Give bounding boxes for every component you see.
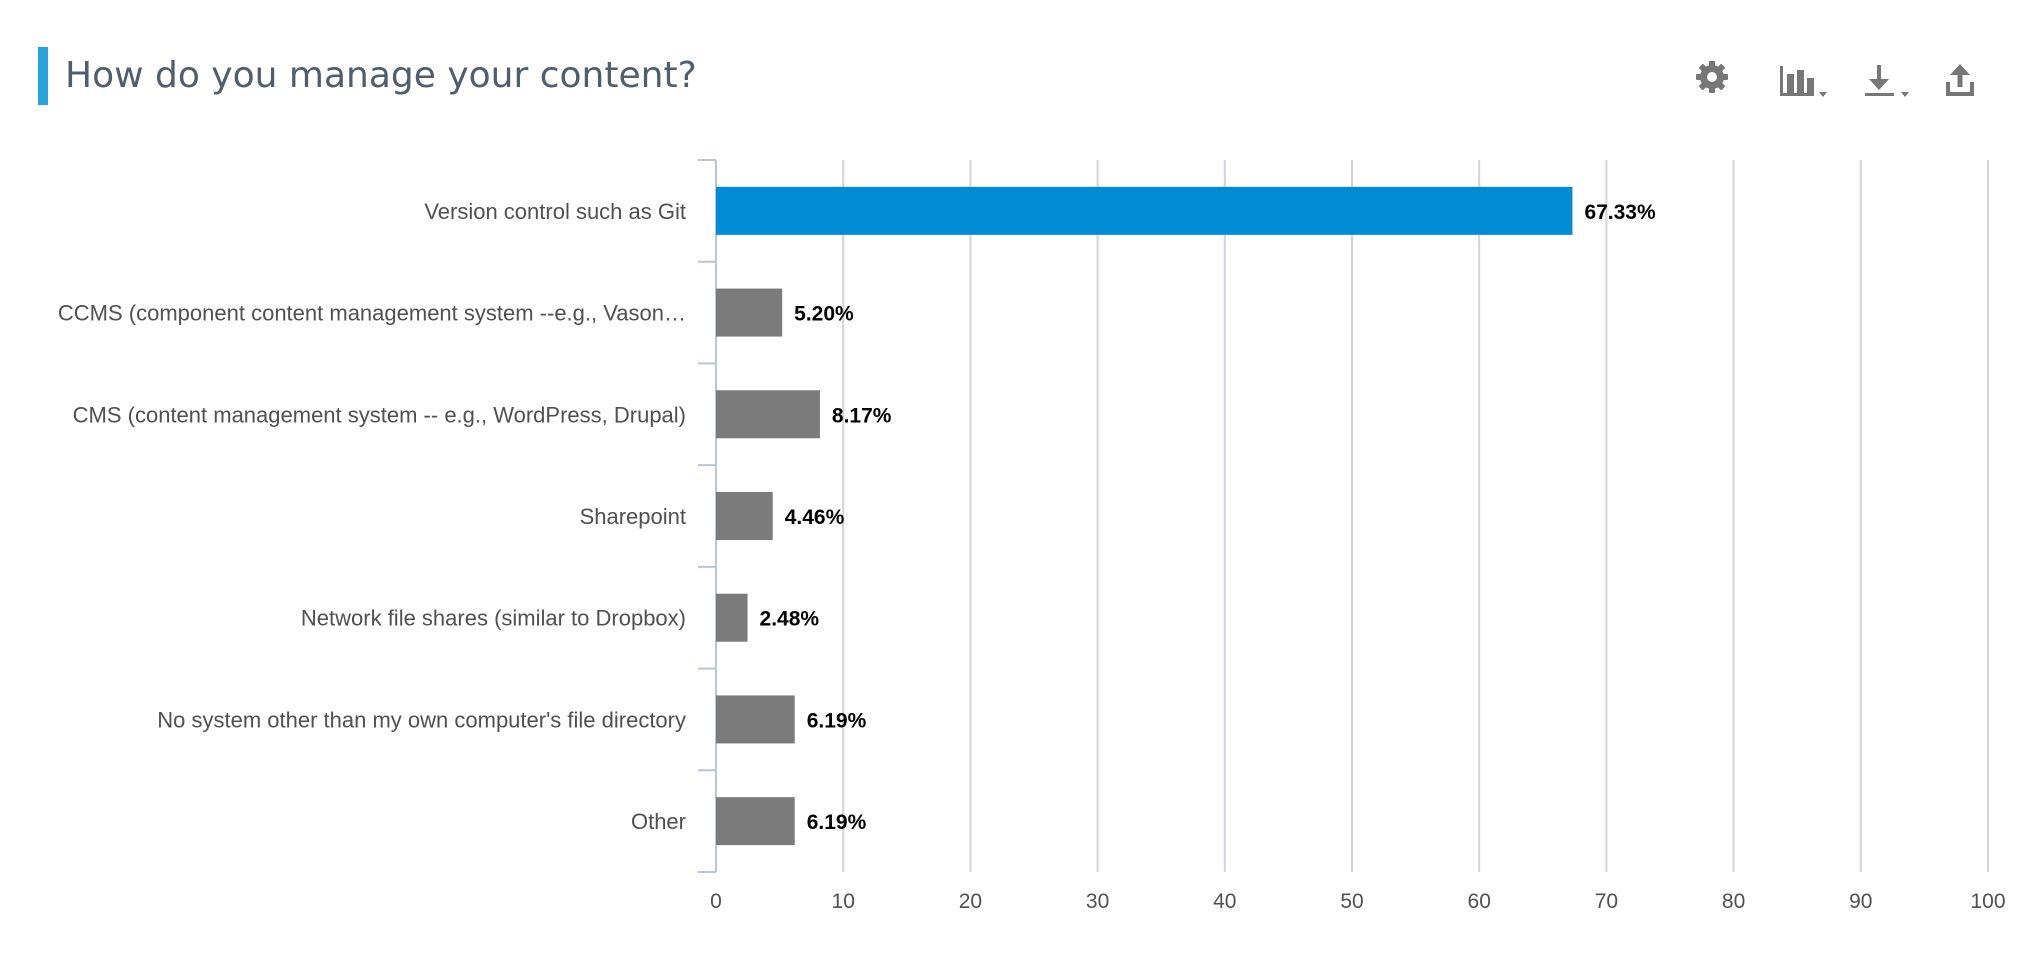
tick-label: 50 [1340, 890, 1363, 913]
bar-chart-icon [1780, 66, 1827, 97]
tick-labels: 0 10 20 30 40 50 60 70 80 90 100 [710, 890, 2005, 913]
tick-label: 70 [1595, 890, 1618, 913]
category-labels: Version control such as Git CCMS (compone… [58, 199, 686, 834]
settings-button[interactable] [1682, 52, 1742, 102]
tick-label: 60 [1468, 890, 1491, 913]
category-label: CMS (content management system -- e.g., … [73, 402, 686, 427]
tick-label: 40 [1213, 890, 1236, 913]
download-icon [1865, 65, 1909, 97]
tick-label: 80 [1722, 890, 1745, 913]
gear-icon [1696, 61, 1728, 93]
bar[interactable] [716, 390, 820, 439]
category-label: Sharepoint [580, 504, 686, 529]
data-label: 6.19% [807, 811, 867, 834]
data-labels: 67.33% 5.20% 8.17% 4.46% 2.48% 6.19% 6.19% [760, 201, 1656, 834]
data-label: 6.19% [807, 709, 867, 732]
bar[interactable] [716, 288, 783, 337]
bar[interactable] [716, 797, 795, 846]
category-label: Other [631, 809, 686, 834]
share-button[interactable] [1930, 56, 1990, 106]
category-axis [698, 159, 717, 873]
download-button[interactable] [1856, 57, 1920, 107]
tick-label: 10 [832, 890, 855, 913]
data-label: 2.48% [760, 608, 820, 631]
category-label: Network file shares (similar to Dropbox) [301, 606, 686, 631]
bar[interactable] [716, 186, 1573, 235]
title-accent-bar [38, 47, 48, 105]
tick-label: 100 [1970, 890, 2005, 913]
bar[interactable] [716, 492, 773, 540]
tick-label: 30 [1086, 890, 1109, 913]
bars [716, 186, 1573, 846]
share-icon [1946, 64, 1974, 96]
bar[interactable] [716, 695, 795, 744]
category-label: CCMS (component content management syste… [58, 301, 686, 326]
bar[interactable] [716, 593, 748, 642]
grid-lines [842, 160, 1989, 872]
tick-label: 0 [710, 890, 722, 913]
tick-label: 90 [1849, 890, 1872, 913]
tick-label: 20 [959, 890, 982, 913]
chart-type-button[interactable] [1774, 57, 1838, 107]
data-label: 4.46% [785, 506, 845, 529]
category-label: Version control such as Git [424, 199, 686, 224]
data-label: 67.33% [1584, 201, 1656, 224]
category-label: No system other than my own computer's f… [157, 707, 686, 732]
data-label: 8.17% [832, 404, 892, 427]
page-title: How do you manage your content? [65, 55, 697, 96]
data-label: 5.20% [794, 303, 854, 326]
